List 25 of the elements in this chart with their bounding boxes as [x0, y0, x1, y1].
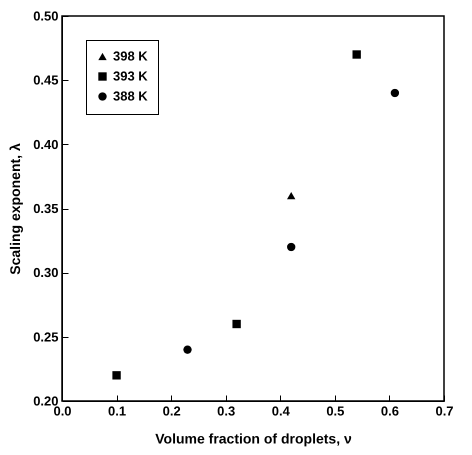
y-tick-label: 0.35 — [33, 201, 58, 216]
y-axis-title: Scaling exponent, λ — [7, 143, 24, 275]
point — [390, 88, 400, 98]
point — [232, 320, 241, 328]
x-tick-label: 0.3 — [217, 404, 236, 418]
point — [287, 192, 296, 200]
point — [287, 242, 296, 252]
x-tick-label: 0.6 — [380, 404, 399, 418]
legend-label: 398 K — [113, 48, 148, 64]
x-axis-title: Volume fraction of droplets, ν — [155, 430, 352, 446]
legend-label: 388 K — [113, 88, 148, 104]
y-tick-label: 0.25 — [33, 329, 58, 344]
x-tick-label: 0.5 — [326, 404, 344, 418]
y-tick-label: 0.45 — [33, 72, 58, 88]
point — [183, 345, 192, 354]
y-tick-label: 0.50 — [33, 8, 58, 24]
point — [112, 371, 121, 380]
x-tick-label: 0.4 — [272, 404, 291, 418]
x-tick-label: 0.7 — [435, 404, 454, 418]
x-tick-label: 0.2 — [162, 404, 181, 418]
x-tick-label: 0.1 — [108, 404, 126, 418]
y-tick-label: 0.30 — [33, 265, 58, 280]
y-tick-label: 0.40 — [33, 136, 58, 152]
legend-label: 393 K — [113, 68, 148, 84]
point — [352, 50, 361, 59]
